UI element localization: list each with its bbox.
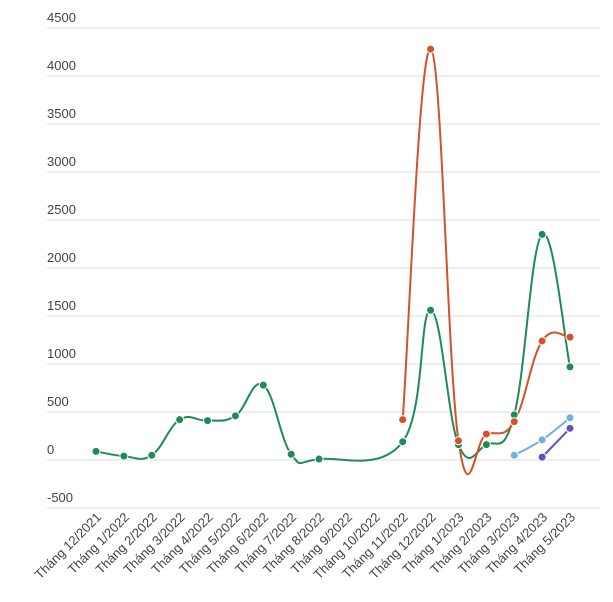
data-point[interactable] <box>230 411 240 421</box>
y-tick-label: -500 <box>47 490 73 505</box>
series-line-3 <box>541 427 571 458</box>
data-point[interactable] <box>258 380 268 390</box>
data-point[interactable] <box>91 446 101 456</box>
data-point[interactable] <box>314 454 324 464</box>
data-point[interactable] <box>509 417 519 427</box>
y-tick-label: 3500 <box>47 106 76 121</box>
data-point[interactable] <box>537 452 547 462</box>
data-point[interactable] <box>537 435 547 445</box>
data-point[interactable] <box>565 332 575 342</box>
data-point[interactable] <box>175 415 185 425</box>
series-line-1 <box>401 48 571 475</box>
data-point[interactable] <box>426 44 436 54</box>
data-point[interactable] <box>509 450 519 460</box>
y-tick-label: 4000 <box>47 58 76 73</box>
data-point[interactable] <box>398 437 408 447</box>
data-point[interactable] <box>286 449 296 459</box>
series-lines <box>95 48 571 475</box>
y-tick-label: 500 <box>47 394 69 409</box>
data-point[interactable] <box>481 440 491 450</box>
data-point[interactable] <box>453 436 463 446</box>
data-point[interactable] <box>147 450 157 460</box>
y-tick-label: 3000 <box>47 154 76 169</box>
y-tick-label: 1000 <box>47 346 76 361</box>
data-point[interactable] <box>565 423 575 433</box>
data-point[interactable] <box>481 429 491 439</box>
data-point[interactable] <box>426 305 436 315</box>
gridlines <box>47 27 600 509</box>
y-tick-label: 2500 <box>47 202 76 217</box>
y-tick-label: 0 <box>47 442 54 457</box>
y-tick-label: 4500 <box>47 10 76 25</box>
data-point[interactable] <box>565 362 575 372</box>
series-points <box>91 44 575 464</box>
data-point[interactable] <box>119 451 129 461</box>
y-tick-label: 1500 <box>47 298 76 313</box>
y-axis-ticks: 4500 4000 3500 3000 2500 2000 1500 1000 500 0 -500 <box>47 10 76 505</box>
data-point[interactable] <box>537 229 547 239</box>
data-point[interactable] <box>398 415 408 425</box>
data-point[interactable] <box>565 413 575 423</box>
data-point[interactable] <box>537 336 547 346</box>
y-tick-label: 2000 <box>47 250 76 265</box>
data-point[interactable] <box>203 416 213 426</box>
